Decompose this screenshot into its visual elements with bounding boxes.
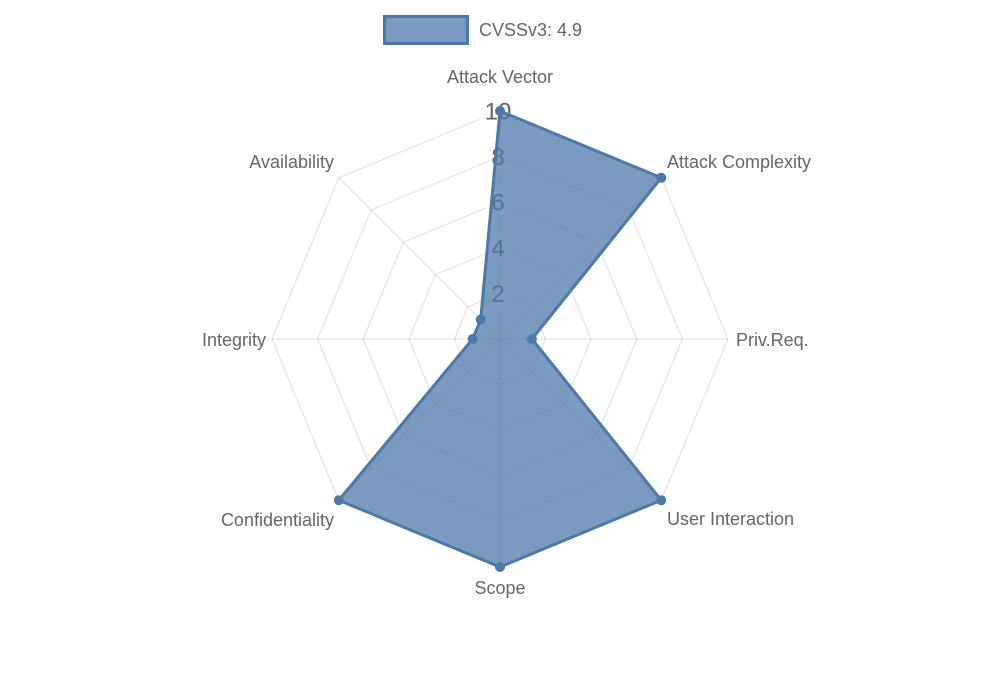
axis-label-confidentiality: Confidentiality <box>221 510 334 530</box>
axis-label-user-interaction: User Interaction <box>667 509 794 529</box>
axis-line <box>338 177 501 340</box>
axis-label-integrity: Integrity <box>202 330 266 350</box>
data-point <box>656 495 667 506</box>
axis-label-availability: Availability <box>249 152 334 172</box>
data-point <box>495 106 505 116</box>
data-point <box>475 314 486 325</box>
axis-label-scope: Scope <box>474 578 525 598</box>
axis-label-priv-req: Priv.Req. <box>736 330 809 350</box>
chart-legend[interactable]: CVSSv3: 4.9 <box>383 15 582 45</box>
data-point <box>656 172 667 183</box>
data-point <box>467 334 478 344</box>
data-point <box>495 562 505 572</box>
data-point <box>526 334 537 344</box>
legend-label: CVSSv3: 4.9 <box>479 19 583 40</box>
axis-label-attack-complexity: Attack Complexity <box>667 152 811 172</box>
legend-swatch <box>383 15 469 45</box>
data-point <box>333 495 344 506</box>
axis-label-attack-vector: Attack Vector <box>447 67 553 87</box>
